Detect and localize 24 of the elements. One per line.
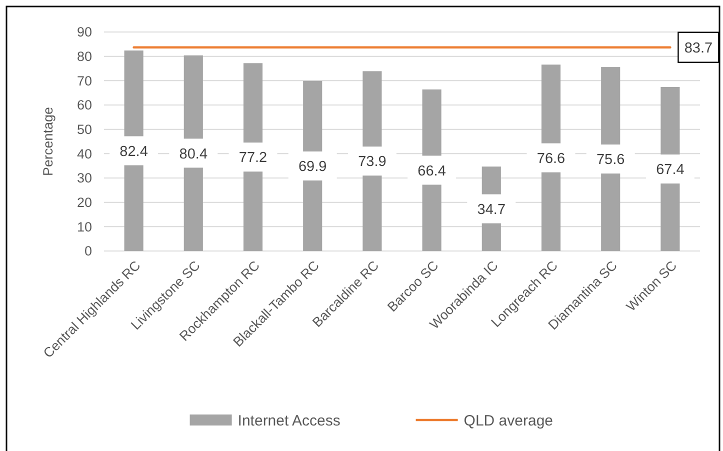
data-label: 66.4: [418, 163, 446, 180]
data-label: 67.4: [656, 162, 684, 178]
y-tick-label: 40: [76, 146, 92, 162]
data-label: 75.6: [596, 152, 625, 168]
y-tick-label: 60: [76, 98, 92, 113]
y-tick-label: 80: [76, 49, 92, 64]
y-tick-label: 0: [84, 244, 92, 259]
data-label: 73.9: [358, 154, 386, 170]
legend-label: QLD average: [464, 412, 554, 430]
y-tick-label: 30: [76, 170, 92, 186]
data-label: 82.4: [120, 144, 148, 160]
y-axis-title: Percentage: [40, 106, 56, 176]
data-label: 76.6: [536, 150, 566, 167]
data-label: 77.2: [238, 150, 268, 166]
y-tick-label: 90: [76, 24, 92, 40]
data-label: 69.9: [298, 159, 327, 176]
y-tick-label: 50: [76, 122, 92, 138]
data-label: 34.7: [477, 202, 506, 218]
data-label: 80.4: [179, 146, 208, 162]
y-tick-label: 70: [76, 73, 92, 88]
y-tick-label: 10: [76, 219, 92, 234]
data-label: 83.7: [684, 40, 713, 56]
legend-label: Internet Access: [238, 412, 340, 430]
y-tick-label: 20: [76, 195, 92, 210]
